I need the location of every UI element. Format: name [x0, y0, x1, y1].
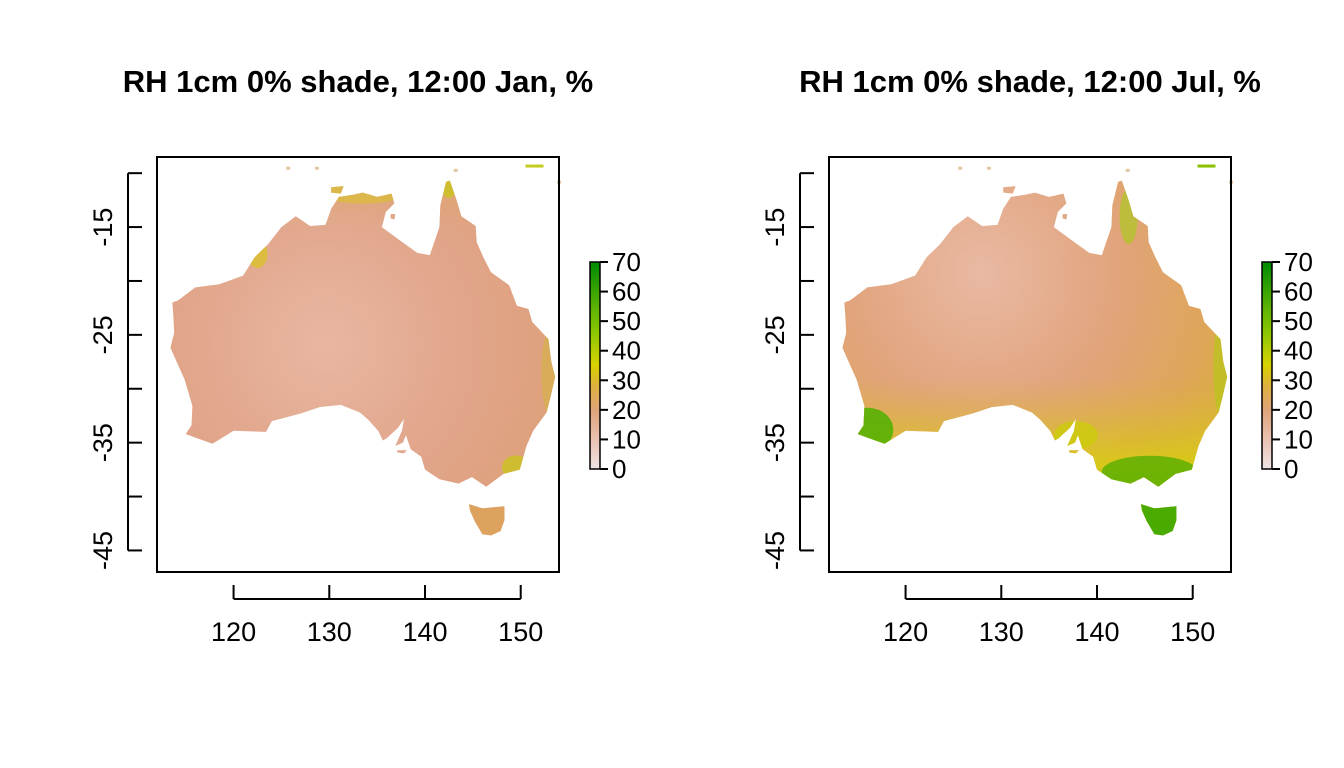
- legend-tick-label: 60: [612, 277, 641, 307]
- panel-title: RH 1cm 0% shade, 12:00 Jul, %: [799, 64, 1261, 99]
- island-dot: [1197, 164, 1216, 168]
- x-tick-label: 140: [402, 617, 447, 647]
- island-dot: [525, 164, 544, 168]
- legend-tick-label: 40: [612, 336, 641, 366]
- legend-tick-label: 30: [1284, 365, 1313, 395]
- x-tick-label: 130: [979, 617, 1024, 647]
- legend-tick-label: 0: [1284, 454, 1298, 484]
- australia-landmass: [170, 180, 556, 536]
- y-tick-label: -15: [760, 208, 790, 247]
- y-tick-label: -35: [760, 423, 790, 462]
- y-tick-label: -45: [88, 531, 118, 570]
- plot-frame: [828, 156, 1232, 573]
- y-tick-label: -25: [88, 315, 118, 354]
- legend-tick-label: 10: [1284, 424, 1313, 454]
- legend-tick-label: 0: [612, 454, 626, 484]
- australia-landmass: [842, 180, 1228, 536]
- x-tick-label: 120: [883, 617, 928, 647]
- legend-tick-label: 20: [612, 395, 641, 425]
- legend-tick-label: 50: [612, 306, 641, 336]
- legend-colorbar: [589, 261, 601, 470]
- legend-tick-label: 40: [1284, 336, 1313, 366]
- y-axis: -15 -25 -35 -45: [760, 172, 814, 570]
- legend-tick-label: 10: [612, 424, 641, 454]
- legend-tick-label: 50: [1284, 306, 1313, 336]
- island-dot: [314, 166, 319, 170]
- island-dot: [986, 166, 991, 170]
- plot-frame: [156, 156, 560, 573]
- x-axis: 120 130 140 150: [211, 585, 543, 647]
- y-tick-label: -25: [760, 315, 790, 354]
- x-tick-label: 140: [1074, 617, 1119, 647]
- legend-tick-label: 70: [612, 247, 641, 277]
- map-panel-jan: RH 1cm 0% shade, 12:00 Jan, % 120 130 140 15…: [88, 64, 641, 647]
- island-dot: [453, 168, 458, 172]
- x-tick-label: 120: [211, 617, 256, 647]
- legend-tick-label: 70: [1284, 247, 1313, 277]
- island-dot: [958, 166, 963, 170]
- x-tick-label: 150: [498, 617, 543, 647]
- y-tick-label: -45: [760, 531, 790, 570]
- legend-colorbar: [1261, 261, 1273, 470]
- x-axis: 120 130 140 150: [883, 585, 1215, 647]
- legend-tick-label: 20: [1284, 395, 1313, 425]
- map-panel-jul: RH 1cm 0% shade, 12:00 Jul, % 120 130 140 15…: [760, 64, 1313, 647]
- y-tick-label: -35: [88, 423, 118, 462]
- legend-tick-label: 30: [612, 365, 641, 395]
- legend-tick-label: 60: [1284, 277, 1313, 307]
- y-tick-label: -15: [88, 208, 118, 247]
- x-tick-label: 130: [307, 617, 352, 647]
- y-axis: -15 -25 -35 -45: [88, 172, 142, 570]
- panel-title: RH 1cm 0% shade, 12:00 Jan, %: [123, 64, 593, 99]
- island-dot: [1125, 168, 1130, 172]
- x-tick-label: 150: [1170, 617, 1215, 647]
- island-dot: [286, 166, 291, 170]
